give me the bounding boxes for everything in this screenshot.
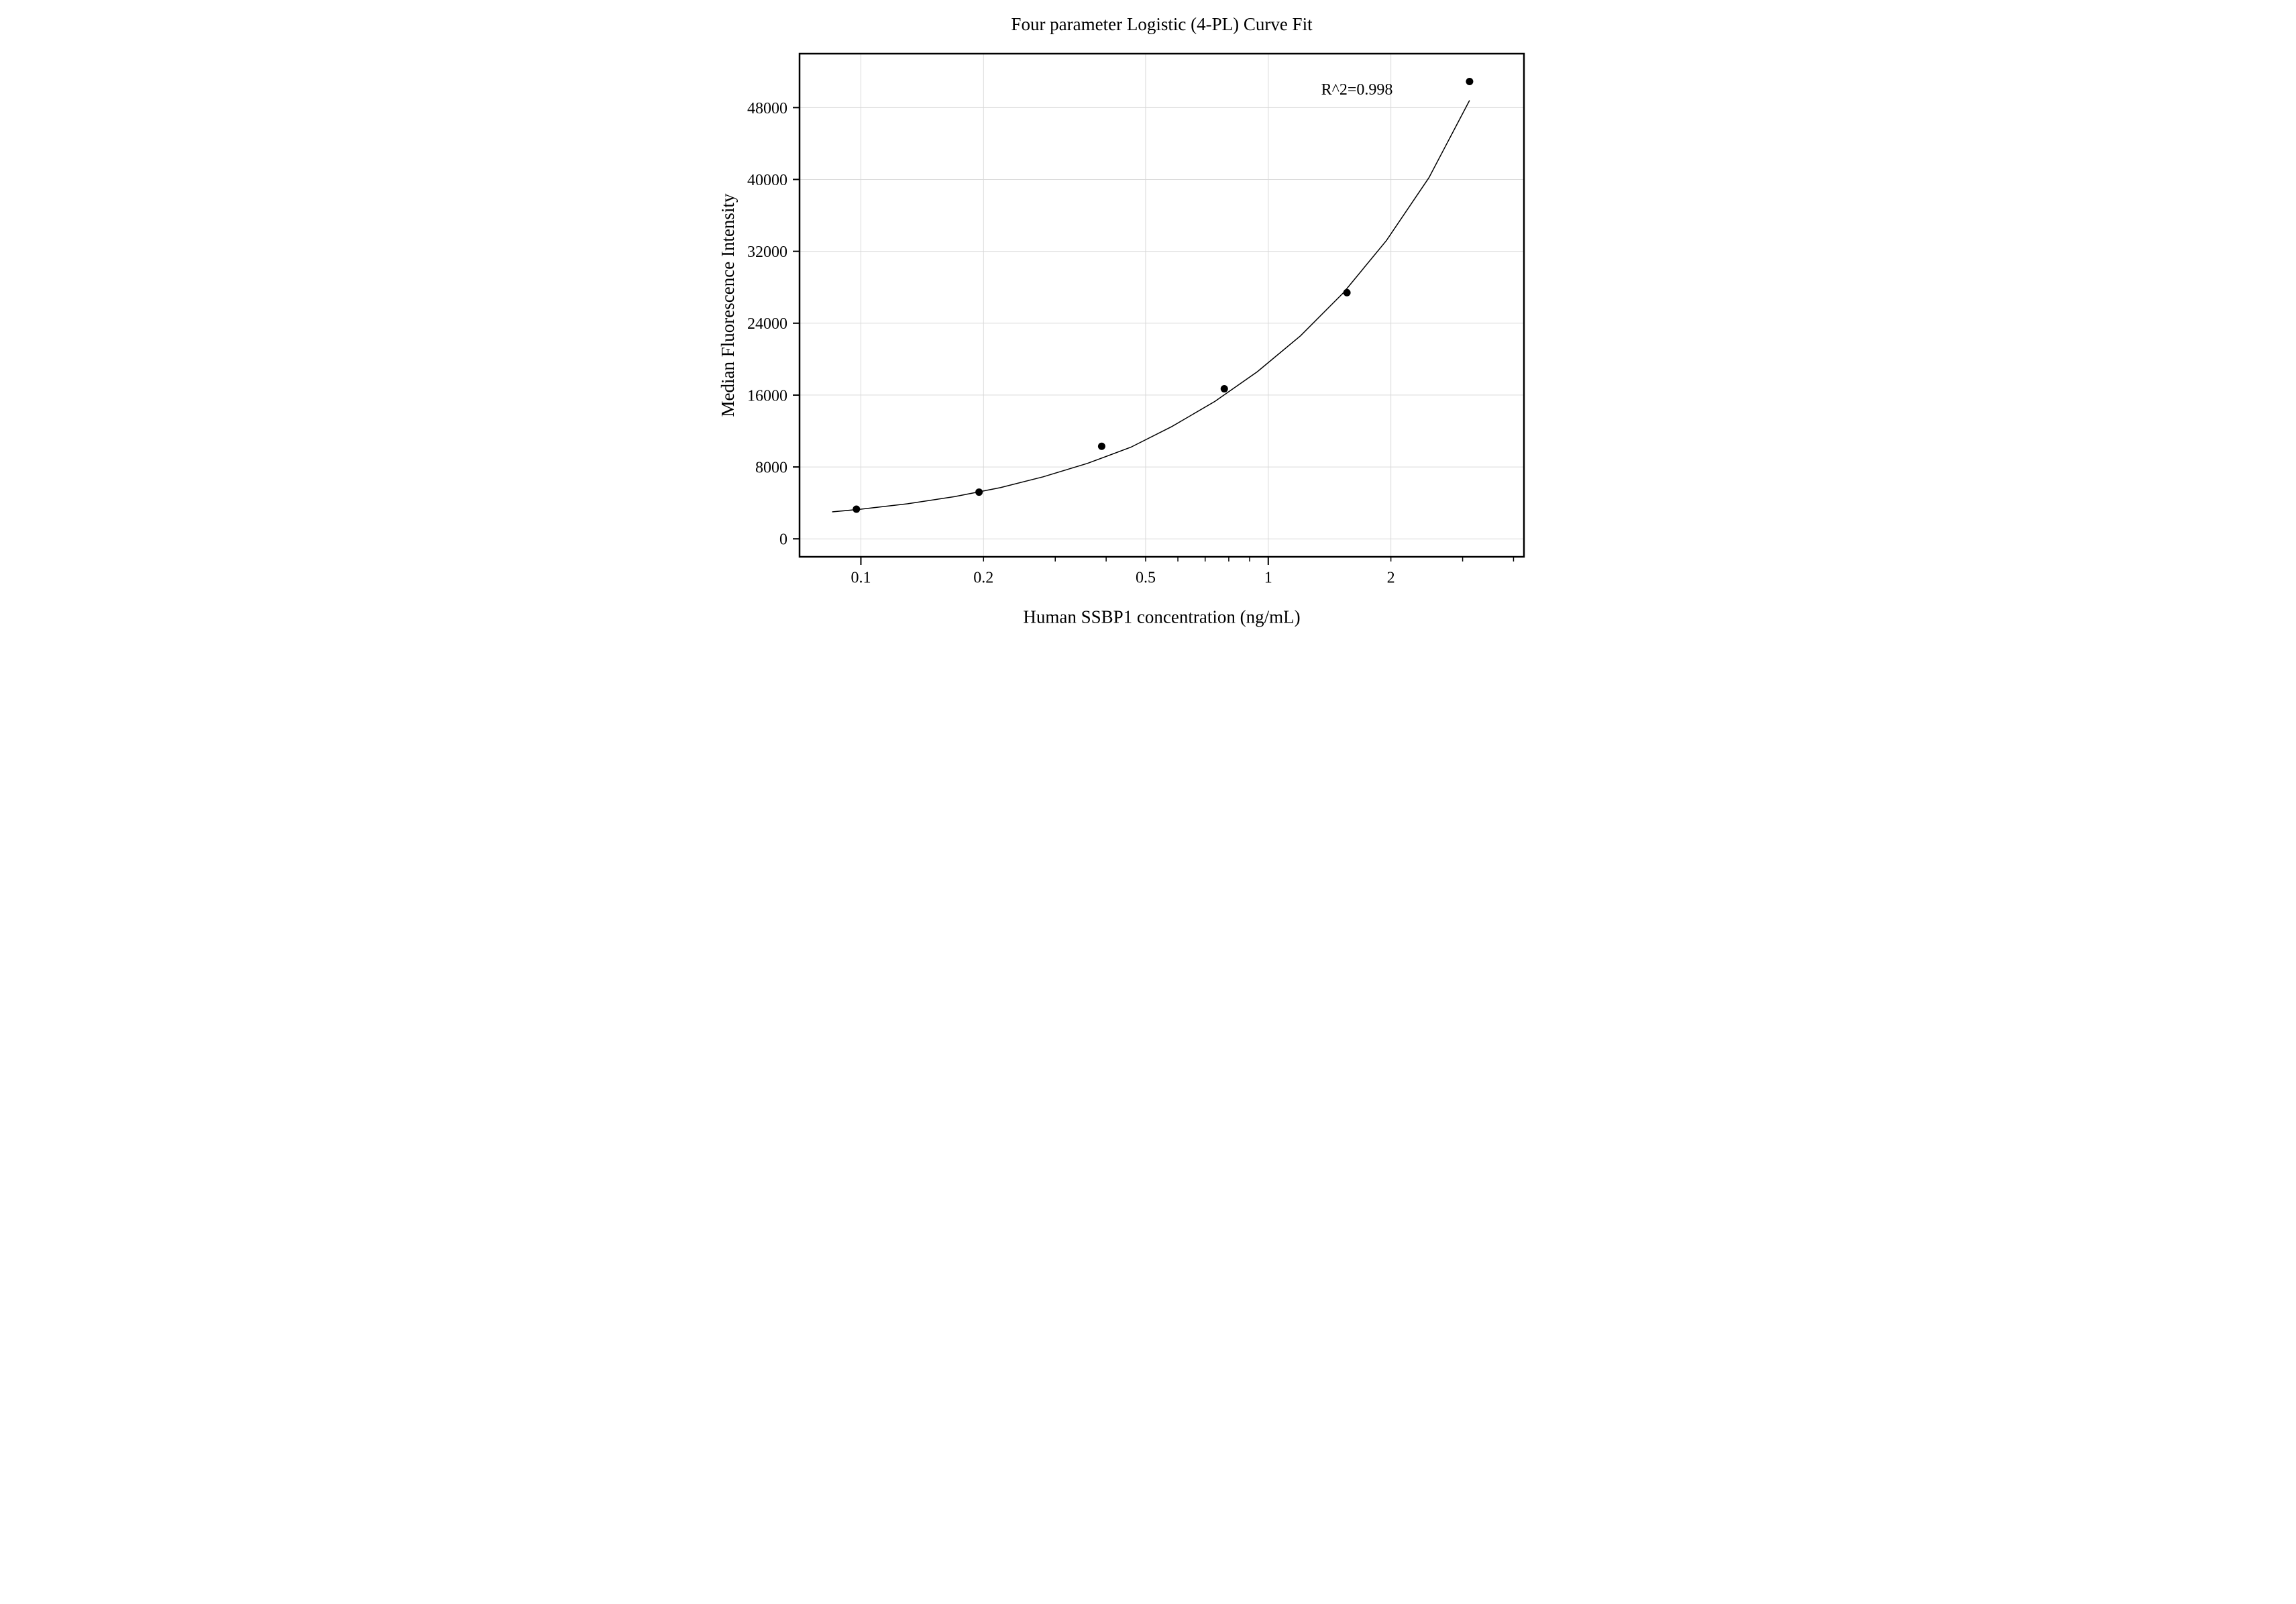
svg-text:32000: 32000 bbox=[747, 244, 787, 261]
data-point bbox=[853, 506, 860, 513]
svg-text:1: 1 bbox=[1264, 569, 1272, 586]
y-axis-label: Median Fluorescence Intensity bbox=[718, 193, 738, 417]
svg-text:0.1: 0.1 bbox=[851, 569, 871, 586]
svg-text:0.2: 0.2 bbox=[973, 569, 993, 586]
data-point bbox=[1220, 385, 1227, 392]
curve-fit-chart: 0.1 0.2 0.5 1 2 0 8000 16000 24000 32000 40000 4800… bbox=[639, 0, 1658, 711]
x-axis-label: Human SSBP1 concentration (ng/mL) bbox=[1023, 606, 1300, 627]
svg-text:16000: 16000 bbox=[747, 387, 787, 405]
svg-text:0.5: 0.5 bbox=[1135, 569, 1155, 586]
svg-text:2: 2 bbox=[1386, 569, 1395, 586]
r-squared-annotation: R^2=0.998 bbox=[1321, 81, 1392, 99]
svg-text:0: 0 bbox=[779, 531, 787, 549]
data-point bbox=[975, 488, 983, 496]
chart-title: Four parameter Logistic (4-PL) Curve Fit bbox=[1011, 14, 1313, 34]
svg-text:40000: 40000 bbox=[747, 172, 787, 189]
data-point bbox=[1343, 289, 1350, 297]
data-point bbox=[1466, 78, 1473, 85]
data-point bbox=[1097, 443, 1105, 450]
svg-text:48000: 48000 bbox=[747, 100, 787, 117]
chart-container: 0.1 0.2 0.5 1 2 0 8000 16000 24000 32000 40000 4800… bbox=[639, 0, 1658, 711]
svg-text:8000: 8000 bbox=[755, 459, 787, 476]
svg-text:24000: 24000 bbox=[747, 315, 787, 333]
